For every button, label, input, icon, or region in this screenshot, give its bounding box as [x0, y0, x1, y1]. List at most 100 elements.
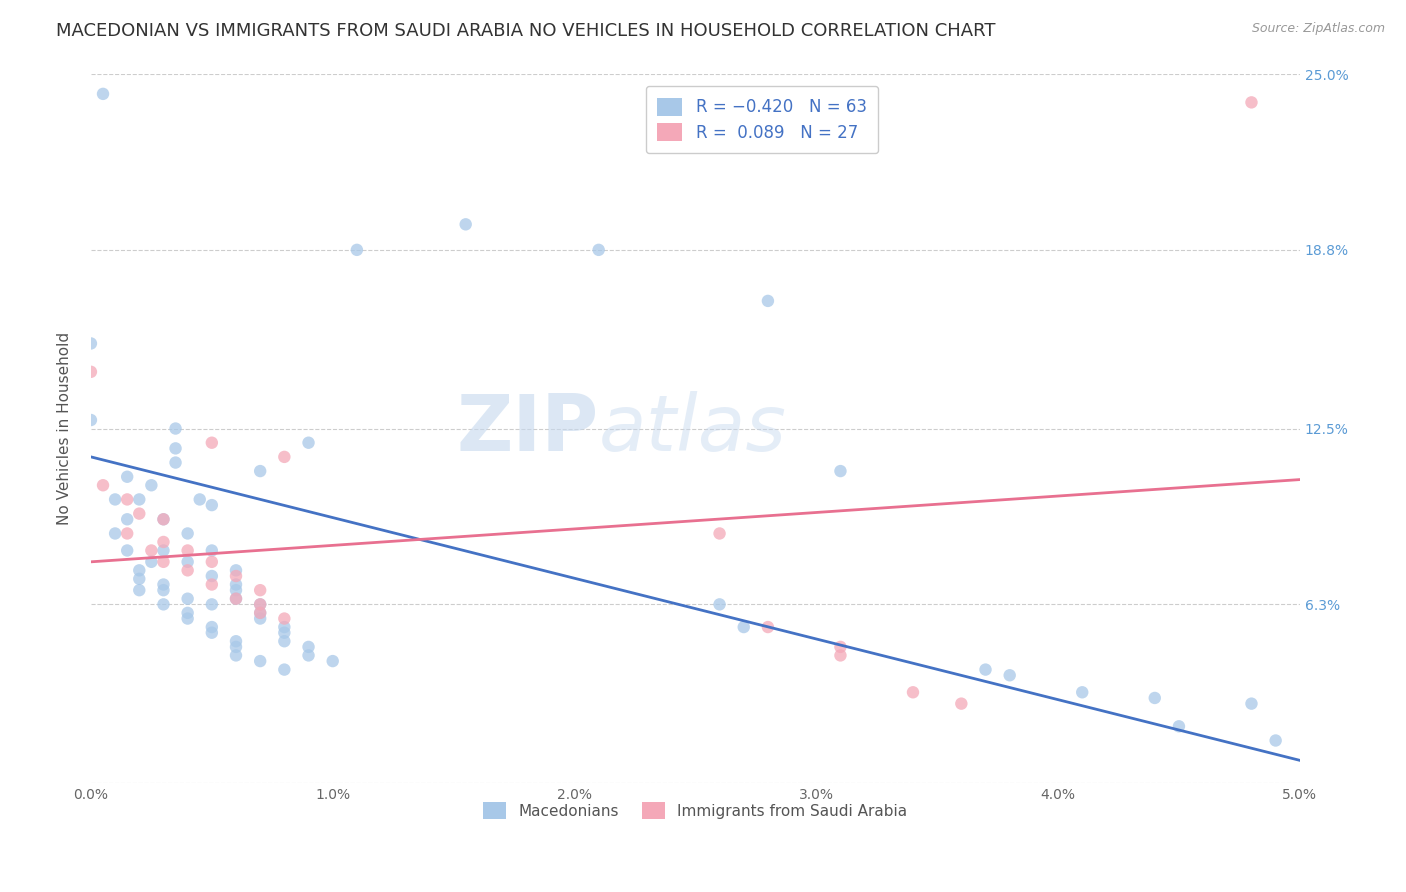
Text: MACEDONIAN VS IMMIGRANTS FROM SAUDI ARABIA NO VEHICLES IN HOUSEHOLD CORRELATION : MACEDONIAN VS IMMIGRANTS FROM SAUDI ARAB…	[56, 22, 995, 40]
Point	[346, 243, 368, 257]
Point	[176, 543, 198, 558]
Point	[165, 442, 187, 456]
Point	[249, 464, 271, 478]
Point	[80, 413, 103, 427]
Point	[141, 555, 163, 569]
Point	[201, 543, 224, 558]
Point	[249, 598, 271, 612]
Point	[201, 569, 224, 583]
Point	[152, 555, 174, 569]
Point	[104, 492, 127, 507]
Point	[152, 512, 174, 526]
Point	[273, 620, 295, 634]
Point	[128, 572, 150, 586]
Text: Source: ZipAtlas.com: Source: ZipAtlas.com	[1251, 22, 1385, 36]
Point	[152, 535, 174, 549]
Point	[128, 563, 150, 577]
Point	[201, 598, 224, 612]
Point	[201, 555, 224, 569]
Point	[273, 634, 295, 648]
Point	[80, 336, 103, 351]
Point	[176, 611, 198, 625]
Point	[974, 663, 997, 677]
Point	[322, 654, 344, 668]
Point	[1264, 733, 1286, 747]
Point	[152, 583, 174, 598]
Point	[201, 435, 224, 450]
Point	[249, 606, 271, 620]
Point	[297, 640, 319, 654]
Point	[297, 435, 319, 450]
Point	[152, 512, 174, 526]
Point	[225, 583, 247, 598]
Point	[1240, 697, 1263, 711]
Point	[297, 648, 319, 663]
Point	[225, 563, 247, 577]
Point	[225, 591, 247, 606]
Point	[165, 421, 187, 435]
Point	[152, 543, 174, 558]
Point	[709, 526, 731, 541]
Point	[176, 591, 198, 606]
Point	[273, 663, 295, 677]
Point	[756, 293, 779, 308]
Point	[176, 555, 198, 569]
Point	[225, 569, 247, 583]
Point	[201, 620, 224, 634]
Point	[733, 620, 755, 634]
Point	[115, 526, 138, 541]
Point	[128, 492, 150, 507]
Point	[165, 456, 187, 470]
Point	[188, 492, 211, 507]
Point	[249, 611, 271, 625]
Point	[152, 598, 174, 612]
Point	[225, 634, 247, 648]
Point	[91, 87, 114, 101]
Point	[176, 563, 198, 577]
Point	[201, 625, 224, 640]
Point	[273, 611, 295, 625]
Point	[830, 648, 852, 663]
Point	[830, 464, 852, 478]
Point	[201, 577, 224, 591]
Point	[115, 492, 138, 507]
Point	[225, 648, 247, 663]
Point	[176, 606, 198, 620]
Point	[1168, 719, 1191, 733]
Point	[225, 577, 247, 591]
Point	[225, 640, 247, 654]
Point	[141, 478, 163, 492]
Point	[249, 598, 271, 612]
Point	[454, 217, 477, 231]
Legend: Macedonians, Immigrants from Saudi Arabia: Macedonians, Immigrants from Saudi Arabi…	[478, 797, 914, 825]
Point	[830, 640, 852, 654]
Point	[901, 685, 924, 699]
Point	[91, 478, 114, 492]
Point	[152, 577, 174, 591]
Point	[998, 668, 1021, 682]
Point	[1143, 690, 1166, 705]
Point	[115, 469, 138, 483]
Point	[104, 526, 127, 541]
Point	[249, 606, 271, 620]
Point	[201, 498, 224, 512]
Point	[709, 598, 731, 612]
Point	[225, 591, 247, 606]
Point	[249, 583, 271, 598]
Point	[115, 543, 138, 558]
Point	[141, 543, 163, 558]
Point	[1240, 95, 1263, 110]
Point	[273, 450, 295, 464]
Point	[588, 243, 610, 257]
Point	[80, 365, 103, 379]
Point	[176, 526, 198, 541]
Point	[249, 654, 271, 668]
Text: atlas: atlas	[599, 391, 786, 467]
Point	[128, 583, 150, 598]
Point	[1071, 685, 1094, 699]
Point	[273, 625, 295, 640]
Point	[950, 697, 973, 711]
Text: ZIP: ZIP	[457, 391, 599, 467]
Point	[128, 507, 150, 521]
Point	[756, 620, 779, 634]
